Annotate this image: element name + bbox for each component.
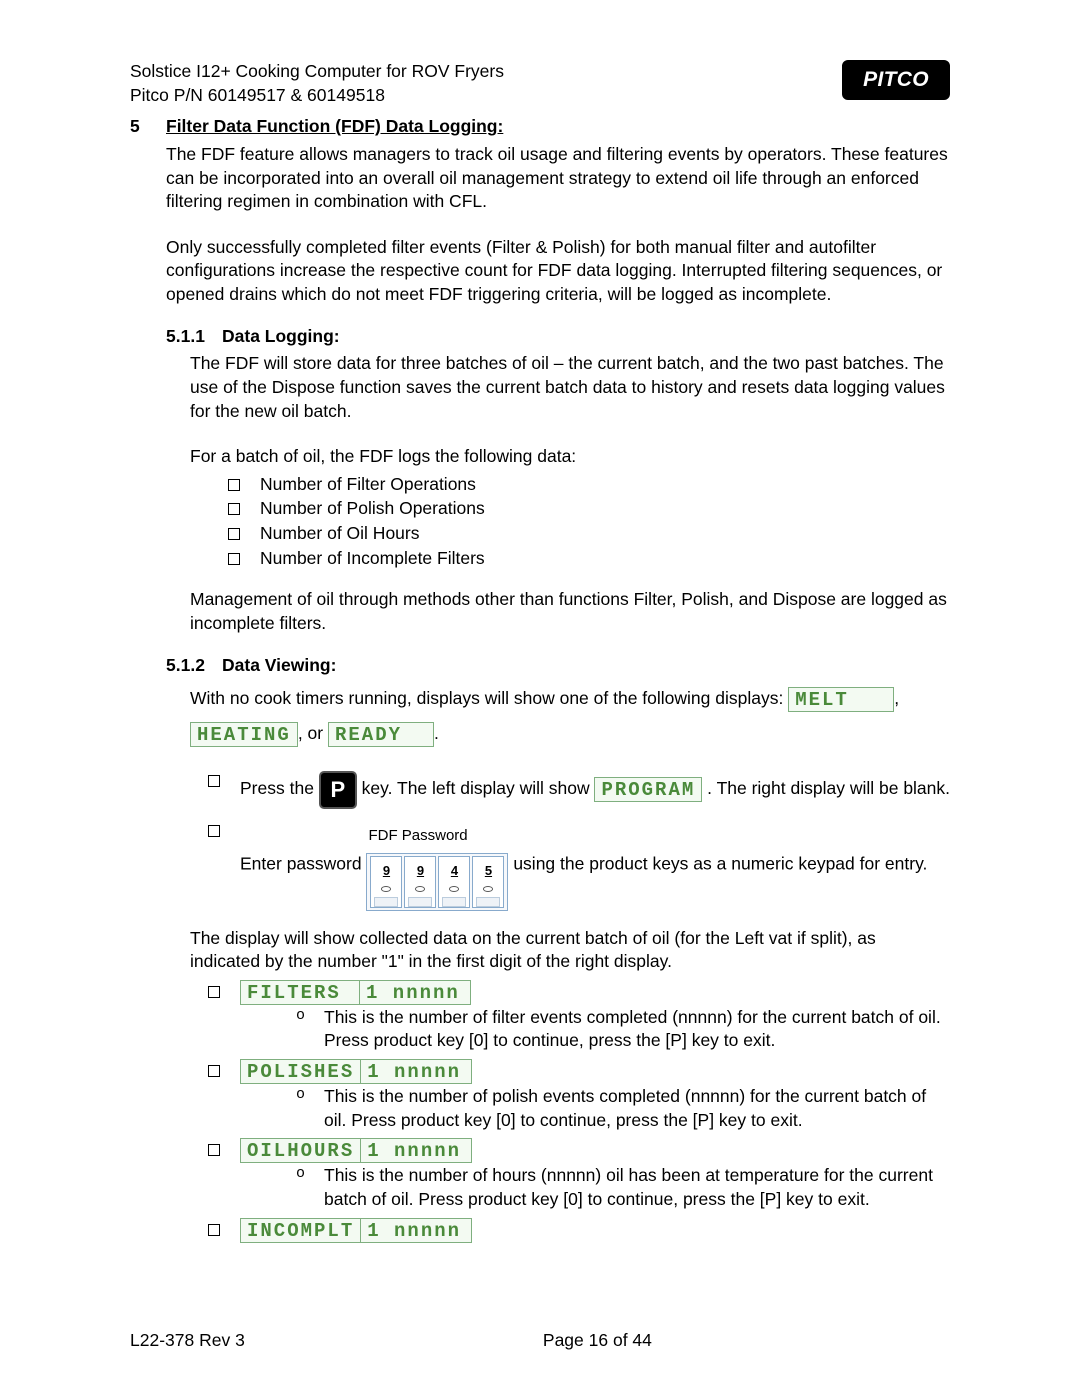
lcd-filters: FILTERS 1 nnnnn [240, 980, 471, 1005]
sub1-p1: The FDF will store data for three batche… [190, 352, 950, 423]
page: Solstice I12+ Cooking Computer for ROV F… [0, 0, 1080, 1397]
keypad-label: FDF Password [368, 819, 508, 852]
sub1-list: Number of Filter Operations Number of Po… [228, 473, 950, 571]
footer-center: Page 16 of 44 [543, 1329, 652, 1353]
data-item: POLISHES 1 nnnnn This is the number of p… [208, 1059, 950, 1132]
or-text: , or [298, 723, 328, 743]
lcd-melt: MELT [788, 687, 894, 712]
lcd-polishes: POLISHES 1 nnnnn [240, 1059, 472, 1084]
lcd-oilhours: OILHOURS 1 nnnnn [240, 1138, 472, 1163]
list-item: Number of Polish Operations [228, 497, 950, 521]
data-desc: This is the number of polish events comp… [296, 1085, 950, 1132]
data-item: OILHOURS 1 nnnnn This is the number of h… [208, 1138, 950, 1211]
period: . [434, 723, 439, 743]
header-line1: Solstice I12+ Cooking Computer for ROV F… [130, 60, 504, 84]
sub2-p-after: The display will show collected data on … [190, 927, 950, 974]
lcd-heating: HEATING [190, 722, 298, 747]
sub1-p3: Management of oil through methods other … [190, 588, 950, 635]
keypad-row: 9 9 4 5 [366, 853, 508, 911]
sub1-number: 5.1.1 [166, 325, 222, 349]
step2-b: using the product keys as a numeric keyp… [513, 853, 927, 873]
step-password: Enter password FDF Password 9 9 4 5 usin… [208, 819, 950, 911]
step-press: Press the P key. The left display will s… [208, 769, 950, 808]
header: Solstice I12+ Cooking Computer for ROV F… [130, 60, 950, 107]
list-item: Number of Filter Operations [228, 473, 950, 497]
sub2-title: Data Viewing: [222, 654, 336, 678]
lcd-program: PROGRAM [594, 777, 702, 802]
intro-a: With no cook timers running, displays wi… [190, 688, 788, 708]
section-heading: 5 Filter Data Function (FDF) Data Loggin… [130, 115, 950, 139]
sub1-title: Data Logging: [222, 325, 340, 349]
data-item: INCOMPLT 1 nnnnn [208, 1218, 950, 1243]
header-line2: Pitco P/N 60149517 & 60149518 [130, 84, 504, 108]
section-para2: Only successfully completed filter event… [166, 236, 950, 307]
section-body: The FDF feature allows managers to track… [166, 143, 950, 307]
sub2-after: The display will show collected data on … [190, 927, 950, 974]
step1-a: Press the [240, 778, 319, 798]
comma1: , [894, 688, 899, 708]
list-item: Number of Incomplete Filters [228, 547, 950, 571]
step1-b: key. The left display will show [362, 778, 595, 798]
pitco-logo: PITCO [842, 60, 950, 100]
sub1-body: The FDF will store data for three batche… [190, 352, 950, 469]
step1-c: . The right display will be blank. [707, 778, 950, 798]
sub1-p2: For a batch of oil, the FDF logs the fol… [190, 445, 950, 469]
sub1-heading: 5.1.1 Data Logging: [130, 325, 950, 349]
section-title: Filter Data Function (FDF) Data Logging: [166, 115, 503, 139]
data-desc: This is the number of filter events comp… [296, 1006, 950, 1053]
sub2-number: 5.1.2 [166, 654, 222, 678]
keypad-key: 9 [404, 856, 436, 908]
keypad-key: 5 [472, 856, 504, 908]
section-para1: The FDF feature allows managers to track… [166, 143, 950, 214]
logo-text: PITCO [863, 66, 929, 94]
sub2-steps: Press the P key. The left display will s… [208, 769, 950, 910]
footer: L22-378 Rev 3 Page 16 of 44 [130, 1329, 950, 1353]
sub2-intro: With no cook timers running, displays wi… [190, 681, 950, 751]
section-number: 5 [130, 115, 166, 139]
keypad: FDF Password 9 9 4 5 [366, 819, 508, 911]
list-item: Number of Oil Hours [228, 522, 950, 546]
header-text: Solstice I12+ Cooking Computer for ROV F… [130, 60, 504, 107]
sub2-heading: 5.1.2 Data Viewing: [130, 654, 950, 678]
keypad-key: 9 [370, 856, 402, 908]
data-desc: This is the number of hours (nnnnn) oil … [296, 1164, 950, 1211]
sub1-p3-wrap: Management of oil through methods other … [190, 588, 950, 635]
p-key-icon: P [319, 771, 357, 809]
keypad-key: 4 [438, 856, 470, 908]
data-item: FILTERS 1 nnnnn This is the number of fi… [208, 980, 950, 1053]
step2-a: Enter password [240, 853, 366, 873]
sub2-body: With no cook timers running, displays wi… [190, 681, 950, 751]
lcd-incomplt: INCOMPLT 1 nnnnn [240, 1218, 472, 1243]
data-items: FILTERS 1 nnnnn This is the number of fi… [208, 980, 950, 1243]
lcd-ready: READY [328, 722, 434, 747]
footer-left: L22-378 Rev 3 [130, 1329, 245, 1353]
